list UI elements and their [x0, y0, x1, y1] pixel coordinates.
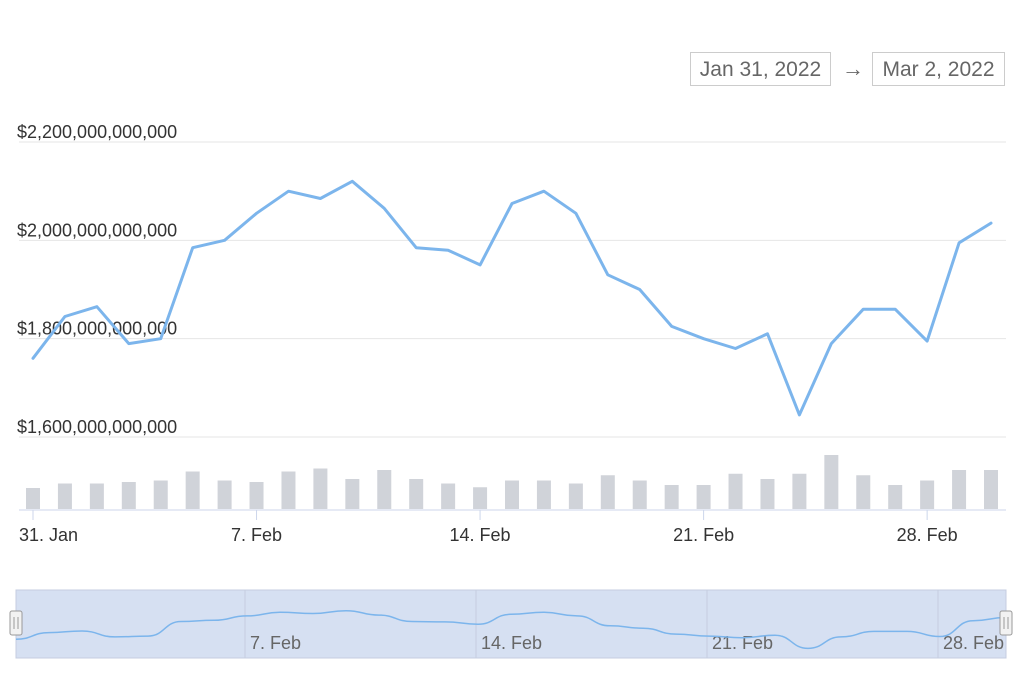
volume-bars	[26, 455, 998, 509]
volume-bar	[696, 485, 711, 509]
volume-bar	[824, 455, 839, 509]
volume-bar	[377, 470, 392, 509]
x-tick-label: 21. Feb	[673, 525, 734, 545]
x-tick-label: 7. Feb	[231, 525, 282, 545]
navigator-right-handle[interactable]	[999, 610, 1013, 636]
volume-bar	[185, 471, 200, 509]
volume-bar	[632, 480, 647, 509]
volume-bar	[217, 480, 232, 509]
volume-bar	[888, 485, 903, 509]
navigator-tick-label: 14. Feb	[481, 633, 542, 653]
volume-bar	[760, 479, 775, 509]
volume-bar	[121, 482, 136, 509]
volume-bar	[568, 483, 583, 509]
volume-bar	[536, 480, 551, 509]
x-axis: 31. Jan 7. Feb 14. Feb 21. Feb 28. Feb	[19, 509, 1006, 545]
navigator[interactable]: 7. Feb 14. Feb 21. Feb 28. Feb	[9, 589, 1013, 659]
date-range-selector: Jan 31, 2022 → Mar 2, 2022	[690, 52, 1006, 90]
price-line	[31, 179, 993, 417]
price-line-series	[31, 179, 993, 417]
volume-bar	[952, 470, 967, 509]
y-tick-label: $2,000,000,000,000	[17, 220, 177, 240]
volume-bar	[792, 473, 807, 509]
volume-bar	[89, 483, 104, 509]
volume-bar	[345, 479, 360, 509]
volume-bar	[505, 480, 519, 509]
y-tick-label: $1,600,000,000,000	[17, 417, 177, 437]
navigator-tick-label: 21. Feb	[712, 633, 773, 653]
volume-bar	[281, 471, 296, 509]
handle-body	[999, 610, 1013, 636]
volume-bar	[728, 473, 743, 509]
y-tick-label: $2,200,000,000,000	[17, 122, 177, 142]
volume-bar	[313, 468, 328, 509]
volume-bar	[664, 485, 679, 509]
volume-bar	[57, 483, 72, 509]
volume-bar	[984, 470, 998, 509]
handle-body	[9, 610, 23, 636]
x-tick-label: 31. Jan	[19, 525, 78, 545]
range-from-input[interactable]: Jan 31, 2022	[690, 52, 831, 86]
navigator-selected-range	[15, 589, 1007, 659]
y-tick-label: $1,800,000,000,000	[17, 319, 177, 339]
volume-bar	[600, 475, 615, 509]
volume-bar	[409, 479, 424, 509]
navigator-left-handle[interactable]	[9, 610, 23, 636]
navigator-tick-label: 7. Feb	[250, 633, 301, 653]
volume-bar	[26, 488, 40, 509]
x-tick-label: 14. Feb	[450, 525, 511, 545]
navigator-series-line	[15, 609, 1007, 650]
range-to-input[interactable]: Mar 2, 2022	[872, 52, 1005, 86]
volume-bar	[920, 480, 935, 509]
navigator-tick-label: 28. Feb	[943, 633, 1004, 653]
volume-bar	[153, 480, 168, 509]
y-axis-labels: $1,600,000,000,000 $1,800,000,000,000 $2,0…	[17, 122, 177, 437]
grid-lines	[19, 141, 1006, 438]
x-tick-label: 28. Feb	[897, 525, 958, 545]
range-arrow-icon: →	[842, 56, 864, 81]
volume-bar	[249, 482, 264, 509]
volume-bar	[856, 475, 871, 509]
volume-bar	[441, 483, 456, 509]
volume-bar	[473, 487, 488, 509]
